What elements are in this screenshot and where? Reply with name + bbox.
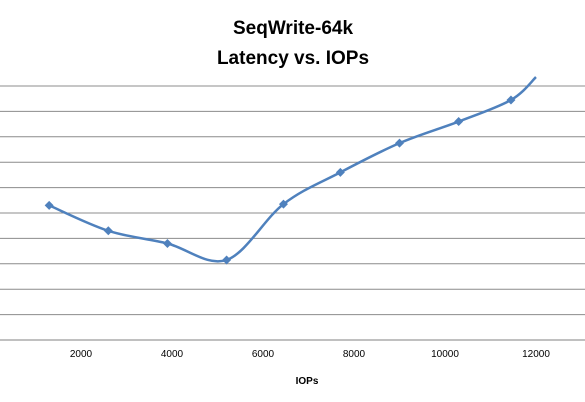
x-tick-label: 4000 — [161, 349, 184, 360]
x-tick-label: 8000 — [343, 349, 366, 360]
x-tick-label: 10000 — [431, 349, 459, 360]
data-point-marker — [222, 255, 232, 265]
data-point-marker — [44, 200, 54, 210]
x-tick-label: 6000 — [252, 349, 275, 360]
x-tick-label: 2000 — [70, 349, 93, 360]
data-point-marker — [506, 95, 516, 105]
x-tick-label: 12000 — [522, 349, 550, 360]
data-point-marker — [103, 226, 113, 236]
x-tick-labels: 2000 4000 6000 8000 10000 12000 — [70, 349, 550, 360]
data-point-marker — [278, 199, 288, 209]
data-point-marker — [454, 117, 464, 127]
gridlines — [0, 85, 585, 341]
chart-subtitle: Latency vs. IOPs — [217, 48, 369, 69]
x-axis-label: IOPs — [296, 376, 319, 387]
data-point-marker — [335, 167, 345, 177]
series-markers — [44, 95, 516, 265]
data-point-marker — [395, 138, 404, 148]
data-point-marker — [162, 238, 172, 248]
series-line — [48, 76, 537, 263]
chart-title: SeqWrite-64k — [233, 18, 353, 39]
